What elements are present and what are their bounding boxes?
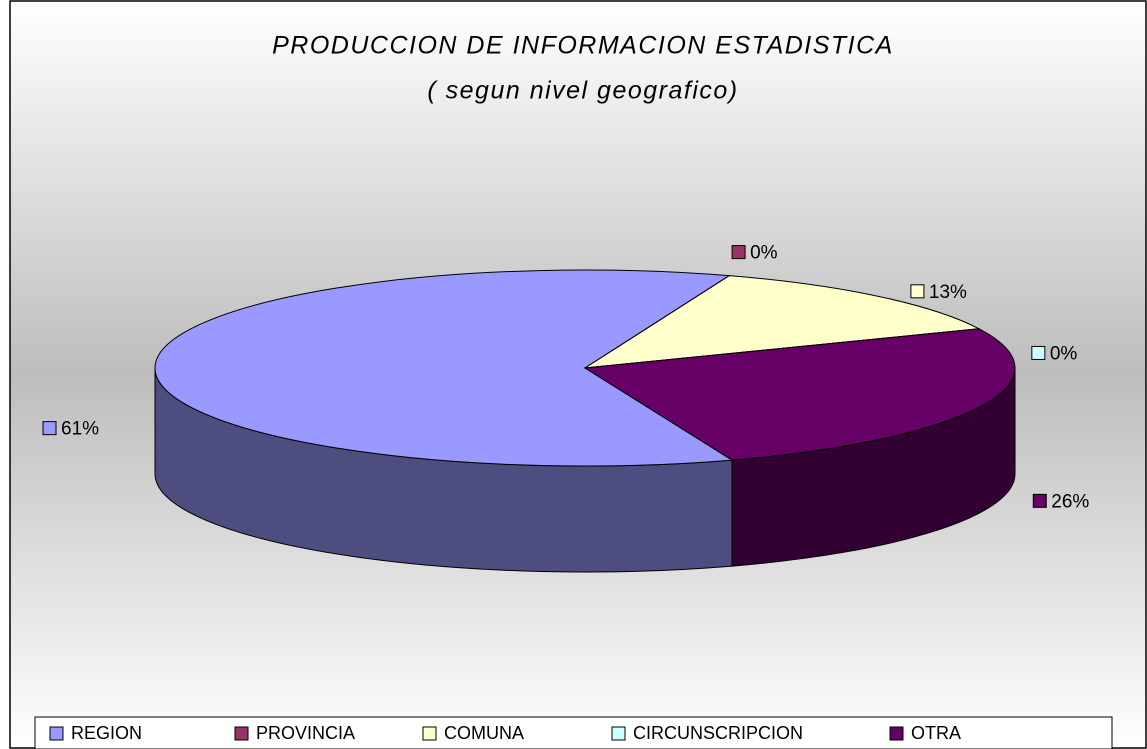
legend-label: PROVINCIA (256, 723, 355, 743)
chart-subtitle: ( segun nivel geografico) (427, 77, 738, 105)
legend-label: OTRA (911, 723, 961, 743)
data-label: 26% (1051, 491, 1089, 512)
pie-slice (583, 328, 1016, 461)
data-label-key (1031, 345, 1046, 360)
pie-slice (584, 275, 981, 369)
data-label: 13% (929, 282, 967, 303)
legend-swatch (49, 726, 64, 741)
legend-swatch (889, 726, 904, 741)
legend-label: COMUNA (444, 723, 524, 743)
data-label: 0% (750, 243, 778, 264)
chart-title: PRODUCCION DE INFORMACION ESTADISTICA (272, 32, 894, 60)
legend-swatch (234, 726, 249, 741)
legend-swatch (611, 726, 626, 741)
data-label-key (910, 284, 925, 299)
data-label: 0% (1050, 343, 1078, 364)
data-label: 61% (61, 419, 99, 440)
data-label-key (1032, 493, 1047, 508)
legend-label: REGION (71, 723, 142, 743)
legend-swatch (422, 726, 437, 741)
legend-label: CIRCUNSCRIPCION (633, 723, 803, 743)
pie-slice (154, 269, 734, 467)
legend-box (34, 716, 1113, 749)
data-label-key (42, 421, 57, 436)
data-label-key (731, 245, 746, 260)
